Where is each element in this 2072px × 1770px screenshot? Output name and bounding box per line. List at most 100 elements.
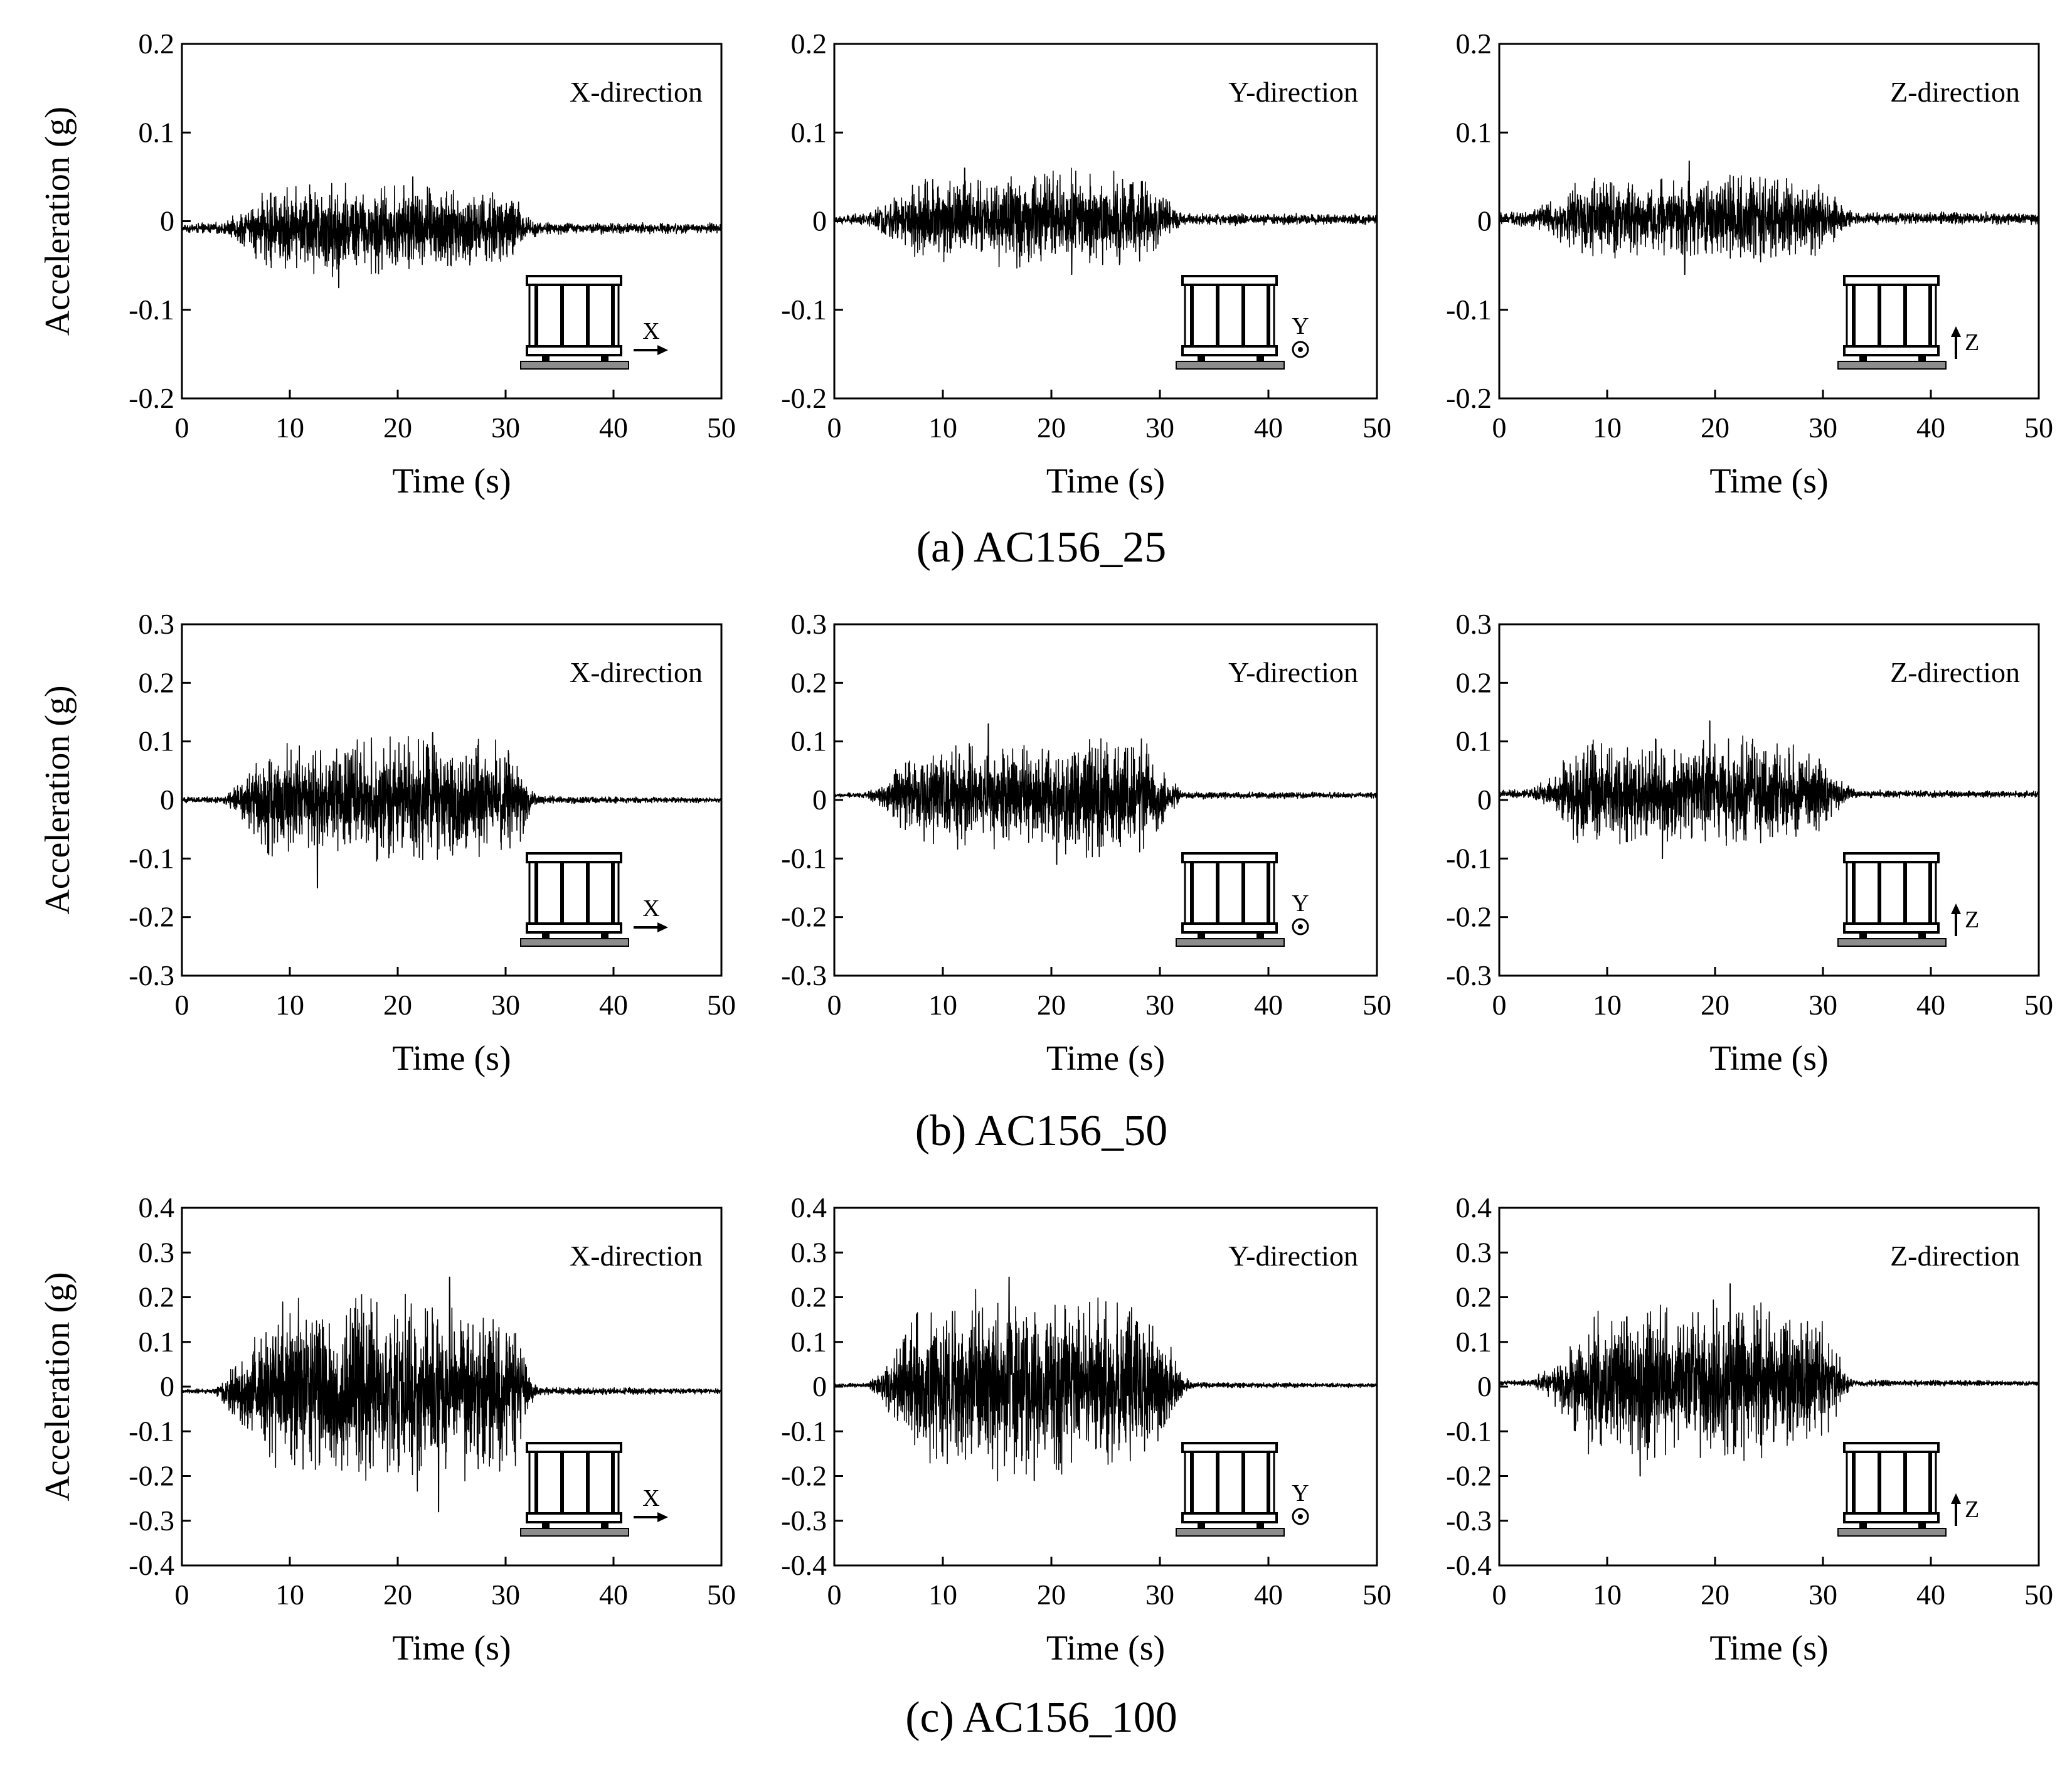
x-tick-label: 10 [928, 1579, 957, 1611]
icon-frame [1184, 861, 1275, 925]
y-tick-label: 0.2 [139, 666, 175, 698]
y-tick-label: -0.4 [1446, 1549, 1492, 1581]
row-ac156-100: (c) AC156_100 [905, 1693, 1177, 1742]
y-tick-label: 0.4 [1456, 1192, 1492, 1224]
x-axis-label: Time (s) [1709, 462, 1828, 501]
x-tick-label: 0 [827, 412, 842, 444]
x-axis-label: Time (s) [1046, 1629, 1165, 1668]
x-tick-label: 20 [1701, 1579, 1729, 1611]
direction-label: X-direction [570, 76, 703, 108]
y-tick-label: 0.1 [791, 1326, 827, 1358]
icon-column [534, 285, 538, 346]
out-of-plane-dot [1298, 924, 1303, 929]
icon-base-slab [1843, 922, 1940, 934]
plot-frame [181, 43, 723, 400]
icon-frame [1846, 284, 1937, 348]
y-tick-label: 0 [1477, 205, 1492, 237]
y-tick-label: 0.2 [1456, 1281, 1492, 1313]
x-tick-label: 50 [2024, 412, 2053, 444]
y-tick-label: -0.1 [1446, 842, 1492, 874]
chart-panel-z-direction: 0.40.30.20.10-0.1-0.2-0.3-0.40 10 20 30 40 50… [1446, 1192, 2053, 1668]
x-tick-label: 20 [1701, 412, 1729, 444]
acceleration-trace [1499, 1283, 2039, 1477]
row-ac156-25: (a) AC156_25 [916, 523, 1167, 572]
out-of-plane-dot [1298, 1514, 1303, 1519]
icon-column [1267, 1452, 1270, 1513]
x-tick-label: 10 [1593, 1579, 1622, 1611]
y-tick-label: 0.2 [791, 1281, 827, 1313]
icon-roof-slab [1181, 275, 1278, 286]
x-tick-label: 0 [175, 989, 189, 1021]
out-of-plane-dot [1298, 347, 1303, 352]
x-axis-label: Time (s) [392, 1629, 511, 1668]
x-tick-label: 10 [275, 989, 304, 1021]
chart-panel-y-direction: 0.40.30.20.10-0.1-0.2-0.3-0.40 10 20 30 40 50… [781, 1192, 1391, 1668]
x-tick-label: 40 [1916, 412, 1945, 444]
y-tick-label: -0.1 [129, 294, 174, 326]
y-tick-label: 0.1 [791, 725, 827, 757]
x-tick-label: 50 [707, 989, 736, 1021]
icon-base-slab [1181, 345, 1278, 356]
y-axis-label: Acceleration (g) [38, 685, 77, 914]
y-tick-label: -0.1 [129, 1415, 174, 1447]
icon-roof-slab [526, 1442, 622, 1453]
icon-frame [1846, 1451, 1937, 1515]
y-tick-label: 0 [160, 784, 174, 816]
x-tick-label: 40 [599, 989, 628, 1021]
icon-isolator [1256, 1522, 1264, 1528]
icon-base-slab [1843, 1512, 1940, 1523]
x-tick-label: 30 [1809, 1579, 1837, 1611]
icon-ground-hatch [1176, 361, 1285, 370]
icon-column [611, 1452, 615, 1513]
icon-column [1852, 285, 1856, 346]
direction-label: Y-direction [1228, 1240, 1358, 1272]
icon-roof-slab [1843, 852, 1940, 863]
x-axis-label: Time (s) [392, 462, 511, 501]
icon-roof-slab [1843, 275, 1940, 286]
x-tick-label: 30 [491, 989, 520, 1021]
y-tick-label: 0.4 [791, 1192, 827, 1224]
z-arrow-head [1951, 904, 1961, 914]
icon-column [1903, 285, 1907, 346]
axis-letter: Y [1292, 890, 1309, 917]
icon-ground-hatch [1837, 361, 1947, 370]
icon-column [1190, 285, 1194, 346]
icon-column [1852, 862, 1856, 924]
plot-frame [1498, 1207, 2040, 1567]
icon-isolator [1859, 355, 1867, 361]
icon-column [1878, 285, 1881, 346]
x-tick-label: 30 [1145, 412, 1174, 444]
icon-isolator [1859, 1522, 1867, 1528]
row-caption: (a) AC156_25 [916, 523, 1167, 572]
y-tick-label: 0 [160, 1370, 174, 1402]
icon-column [1216, 862, 1219, 924]
y-tick-label: 0.3 [791, 608, 827, 640]
direction-label: Z-direction [1890, 76, 2020, 108]
acceleration-trace [181, 176, 722, 289]
icon-column [1216, 285, 1219, 346]
x-tick-label: 20 [1037, 412, 1066, 444]
icon-isolator [542, 355, 550, 361]
z-arrow-head [1951, 326, 1961, 337]
building-with-y-out-of-plane-icon: Y [1176, 275, 1309, 370]
x-axis-label: Time (s) [392, 1039, 511, 1078]
icon-column [560, 862, 564, 924]
icon-column [1928, 285, 1932, 346]
y-tick-label: -0.4 [129, 1549, 174, 1581]
y-tick-label: 0 [1477, 1370, 1492, 1402]
y-tick-label: 0 [160, 205, 174, 237]
building-with-x-arrow-icon: X [520, 275, 668, 370]
y-tick-label: 0 [812, 1370, 827, 1402]
x-tick-label: 20 [1701, 989, 1729, 1021]
icon-column [560, 1452, 564, 1513]
axis-letter: Y [1292, 313, 1309, 339]
x-axis-label: Time (s) [1046, 1039, 1165, 1078]
y-tick-label: 0.1 [1456, 116, 1492, 148]
icon-isolator [1256, 932, 1264, 939]
axis-letter: X [642, 1485, 659, 1511]
icon-isolator [542, 1522, 550, 1528]
icon-column [1241, 1452, 1245, 1513]
icon-ground-hatch [1176, 1528, 1285, 1537]
x-axis-label: Time (s) [1709, 1039, 1828, 1078]
